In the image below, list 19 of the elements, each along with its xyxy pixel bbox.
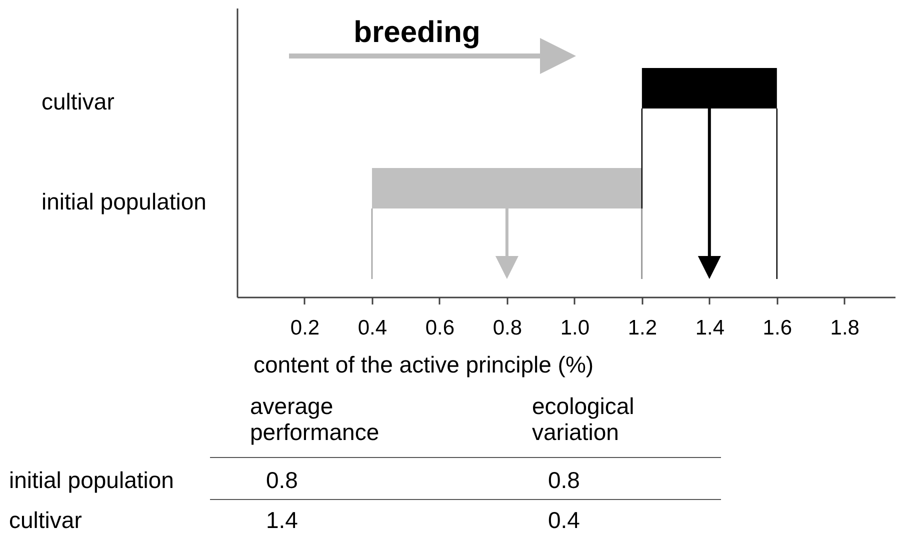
x-tick-label: 1.0 <box>560 316 590 340</box>
x-tick-label: 1.8 <box>830 316 860 340</box>
text: 0.8 <box>266 467 298 493</box>
category-label: cultivar <box>9 507 82 533</box>
text: breeding <box>354 16 480 49</box>
category-label: initial population <box>9 467 174 493</box>
x-tick-label: 0.4 <box>358 316 388 340</box>
text: 1.4 <box>266 507 298 533</box>
x-tick-label: 1.4 <box>695 316 725 340</box>
text: 0.4 <box>548 507 580 533</box>
text: average performance <box>250 393 380 445</box>
x-tick-label: 0.6 <box>425 316 455 340</box>
x-tick-label: 0.8 <box>492 316 522 340</box>
x-tick-label: 0.2 <box>290 316 320 340</box>
x-tick-label: 1.6 <box>762 316 792 340</box>
text: 0.8 <box>548 467 580 493</box>
x-tick-label: 1.2 <box>628 316 658 340</box>
x-axis-title: content of the active principle (%) <box>254 352 594 378</box>
text: ecological variation <box>532 393 636 445</box>
